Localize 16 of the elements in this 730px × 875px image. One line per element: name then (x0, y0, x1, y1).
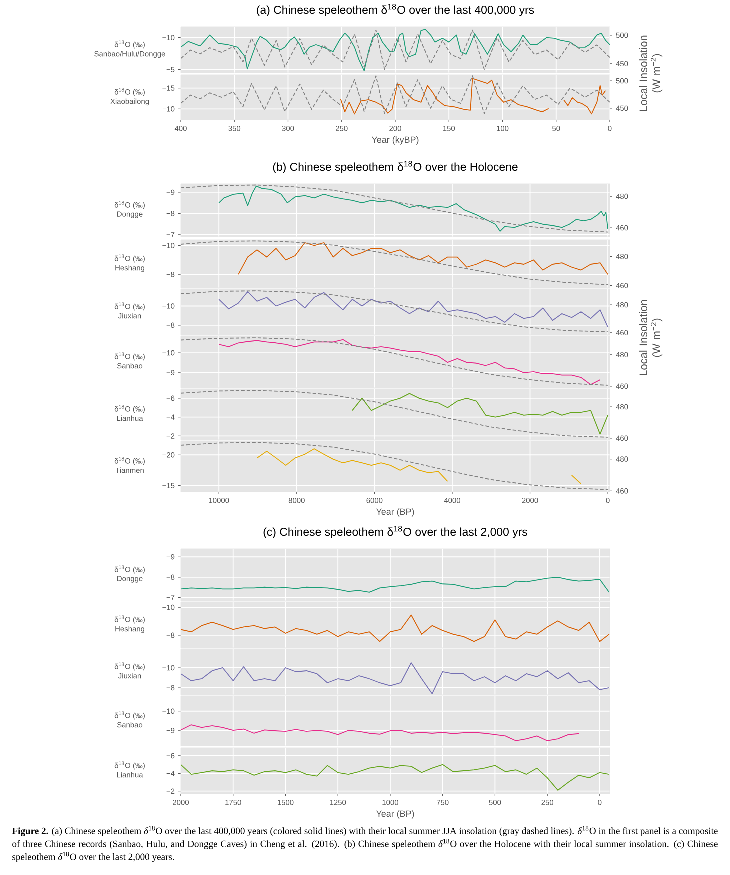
line-series (180, 76, 610, 114)
line-series (218, 291, 609, 328)
line-series (180, 240, 609, 286)
line-series (180, 764, 610, 791)
line-series (180, 290, 609, 333)
line-series (180, 662, 610, 694)
line-series (352, 393, 609, 435)
x-axis-title: Year (kyBP) (372, 136, 419, 145)
chart-title: (b) Chinese speleothem δ$^{18}$O over the Holocene (273, 161, 518, 174)
text: Figure 2. (a) Chinese speleothem δ$^{18}$O over the last 400,000 years (colored solid lines) with their local summer JJA insolation (gray dashed lines). δ$^{18}$O in the first panel is a composite of three Chinese records (Sanbao, Hulu, and Dongge Caves) in Cheng et al. (2016). (b) Chinese speleothem δ$^{18}$O over the Holocene with their local summer insolation. (c) Chinese speleothem δ$^{18}$O over the last 2,000 years. (12, 826, 718, 862)
line-series (238, 242, 609, 276)
line-series (180, 614, 610, 642)
x-axis-title: Year (BP) (376, 508, 414, 517)
x-axis-title: Year (BP) (376, 810, 414, 819)
chart-title: (a) Chinese speleothem δ$^{18}$O over the last 400,000 yrs (257, 4, 534, 16)
chart-title: (c) Chinese speleothem δ$^{18}$O over the last 2,000 yrs (264, 526, 528, 538)
